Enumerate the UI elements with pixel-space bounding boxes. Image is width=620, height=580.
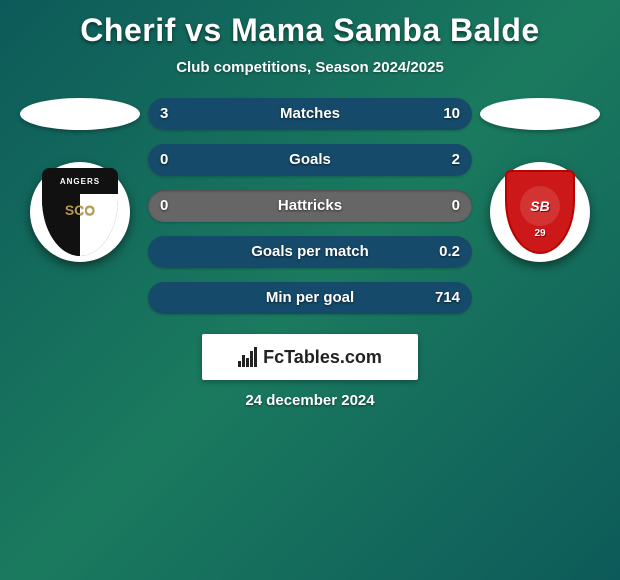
crest-top-text: ANGERS <box>60 177 100 186</box>
stat-row: Min per goal714 <box>148 282 472 314</box>
watermark-badge[interactable]: FcTables.com <box>202 334 418 380</box>
left-player-column: ANGERS SCO <box>20 98 140 262</box>
stat-value-right: 0 <box>452 190 460 222</box>
stat-value-right: 2 <box>452 144 460 176</box>
right-club-crest: SB 29 <box>490 162 590 262</box>
left-player-name-pill <box>20 98 140 130</box>
crest-initials: SB <box>530 198 549 214</box>
page-subtitle: Club competitions, Season 2024/2025 <box>176 59 444 76</box>
stat-row: 0Hattricks0 <box>148 190 472 222</box>
comparison-card: Cherif vs Mama Samba Balde Club competit… <box>0 0 620 409</box>
stat-value-right: 10 <box>443 98 460 130</box>
stat-label: Hattricks <box>148 190 472 222</box>
stat-row: 3Matches10 <box>148 98 472 130</box>
right-player-column: SB 29 <box>480 98 600 262</box>
stat-row: 0Goals2 <box>148 144 472 176</box>
stat-label: Goals <box>148 144 472 176</box>
page-title: Cherif vs Mama Samba Balde <box>80 12 539 49</box>
crest-mid-text: SCO <box>42 202 118 218</box>
stat-label: Matches <box>148 98 472 130</box>
comparison-body: ANGERS SCO 3Matches100Goals20Hattricks0G… <box>0 98 620 314</box>
angers-shield-icon: ANGERS SCO <box>42 168 118 256</box>
stat-value-right: 0.2 <box>439 236 460 268</box>
stat-label: Goals per match <box>148 236 472 268</box>
stats-column: 3Matches100Goals20Hattricks0Goals per ma… <box>140 98 480 314</box>
stat-row: Goals per match0.2 <box>148 236 472 268</box>
stat-value-right: 714 <box>435 282 460 314</box>
crest-number: 29 <box>534 228 545 239</box>
right-player-name-pill <box>480 98 600 130</box>
watermark-text: FcTables.com <box>263 347 382 368</box>
date-label: 24 december 2024 <box>245 392 374 409</box>
bars-icon <box>238 347 257 367</box>
stat-label: Min per goal <box>148 282 472 314</box>
left-club-crest: ANGERS SCO <box>30 162 130 262</box>
brest-shield-icon: SB 29 <box>505 170 575 254</box>
